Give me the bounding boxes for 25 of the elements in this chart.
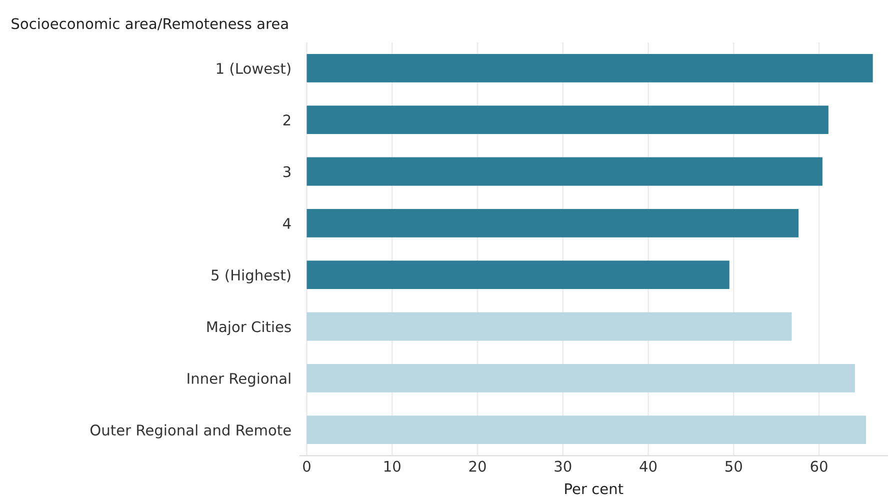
y-tick-label: 5 (Highest): [212, 269, 290, 284]
x-tick-label: 0: [303, 460, 310, 472]
y-tick-label: 1 (Lowest): [216, 62, 290, 76]
y-tick-label: 3: [283, 166, 290, 178]
x-tick-label: 20: [469, 460, 486, 472]
y-axis-title: Socioeconomic area/Remoteness area: [12, 18, 288, 30]
y-tick-label: Outer Regional and Remote: [90, 424, 291, 438]
y-tick-label: 4: [283, 218, 291, 229]
x-tick-label: 50: [725, 460, 742, 472]
x-tick-label: 40: [640, 460, 657, 472]
x-tick-label: 60: [810, 460, 828, 472]
bar: [306, 54, 873, 82]
bar: [306, 416, 866, 444]
x-axis-title: Per cent: [565, 483, 624, 494]
bar: [306, 364, 855, 392]
x-tick-label: 30: [554, 460, 572, 472]
y-tick-label: Inner Regional: [188, 372, 290, 387]
bar: [306, 157, 822, 186]
bar: [306, 260, 730, 290]
x-tick-label: 10: [384, 460, 400, 472]
y-tick-label: Major Cities: [207, 320, 291, 336]
y-tick-label: 2: [283, 114, 290, 126]
bar: [306, 208, 799, 238]
bar: [306, 106, 828, 134]
bar: [306, 312, 792, 341]
